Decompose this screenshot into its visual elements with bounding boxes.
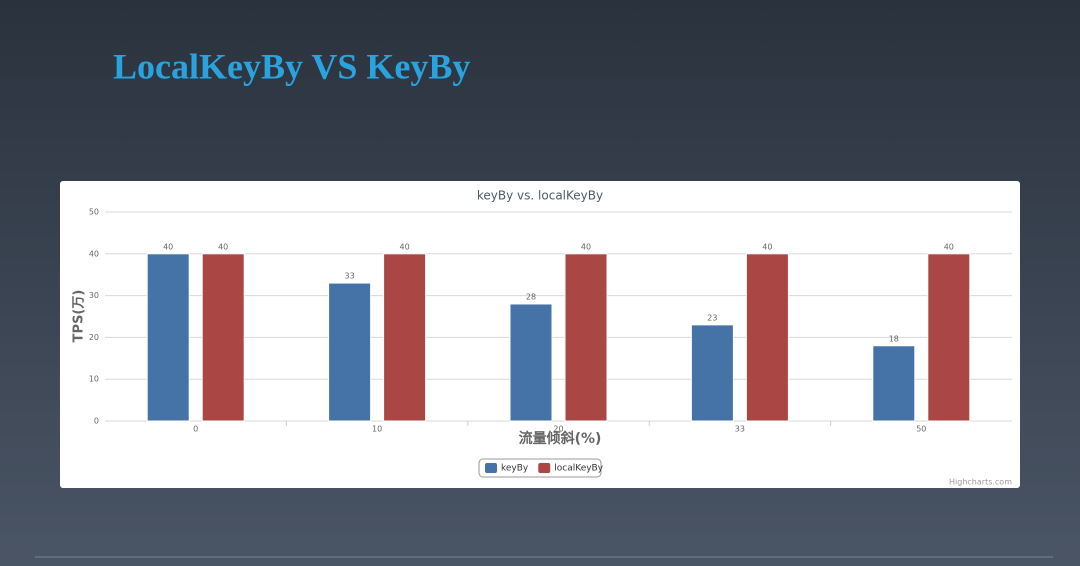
bar	[509, 303, 553, 422]
y-tick-label: 30	[89, 291, 99, 300]
bar	[927, 253, 971, 422]
bar	[383, 253, 427, 422]
y-tick-label: 20	[89, 333, 99, 342]
legend-swatch[interactable]	[485, 463, 497, 473]
bar	[872, 345, 916, 422]
bar	[201, 253, 245, 422]
data-label: 40	[218, 242, 228, 251]
data-label: 40	[944, 242, 954, 251]
y-tick-label: 40	[89, 249, 99, 258]
slide-title: LocalKeyBy VS KeyBy	[113, 46, 470, 86]
x-tick-label: 10	[372, 425, 382, 434]
y-tick-label: 10	[89, 375, 99, 384]
x-tick-label: 50	[916, 425, 926, 434]
data-label: 28	[526, 292, 536, 301]
credits: Highcharts.com	[949, 478, 1012, 487]
data-label: 18	[889, 334, 899, 343]
bar	[328, 282, 372, 422]
x-tick-label: 20	[553, 425, 563, 434]
y-tick-label: 50	[89, 208, 99, 217]
legend-swatch[interactable]	[538, 463, 551, 473]
data-label: 40	[581, 242, 591, 251]
legend-label[interactable]: keyBy	[501, 464, 529, 474]
x-tick-label: 33	[735, 425, 745, 434]
bar	[564, 253, 608, 422]
chart-title: keyBy vs. localKeyBy	[477, 189, 603, 203]
x-axis-title: 流量倾斜(%)	[519, 430, 602, 447]
data-label: 33	[345, 272, 355, 281]
data-label: 40	[762, 242, 772, 251]
data-label: 40	[400, 242, 410, 251]
bar	[745, 253, 789, 422]
bar	[690, 324, 734, 422]
y-axis-title: TPS(万)	[72, 290, 87, 343]
y-tick-label: 0	[94, 417, 99, 426]
bar	[146, 253, 190, 422]
legend-label[interactable]: localKeyBy	[554, 464, 603, 474]
data-label: 40	[163, 242, 173, 251]
x-tick-label: 0	[193, 425, 198, 434]
data-label: 23	[707, 313, 717, 322]
